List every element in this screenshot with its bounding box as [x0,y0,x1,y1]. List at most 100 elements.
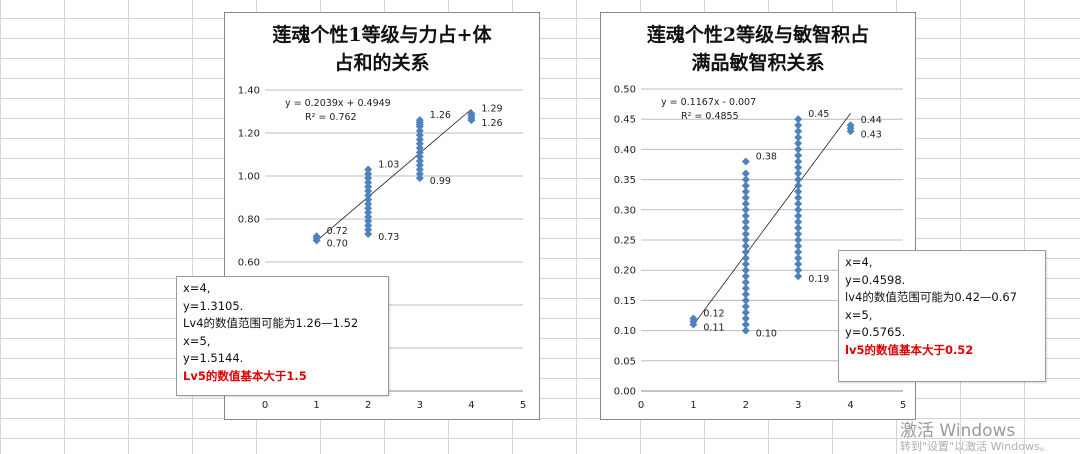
chart-1-data-point [467,109,476,118]
chart-1-data-point [415,174,424,183]
chart-2-data-label: 0.12 [703,309,724,320]
chart-2-data-label: 0.10 [756,329,777,340]
chart-2-data-point [741,314,750,323]
chart-2-plot: 0.00 0.05 0.10 0.15 0.20 0.25 0.30 0.35 0.40 0.45… [614,85,906,412]
chart-2-y-tick-label: 0.35 [614,175,636,186]
chart-1-data-point [364,221,373,230]
chart-1-data-point [364,199,373,208]
chart-1-data-label: 0.72 [327,226,348,237]
chart-2-data-point [741,320,750,329]
chart-2-data-point [794,199,803,208]
chart-1-data-label: 1.26 [481,118,502,129]
chart-2-data-point [741,284,750,293]
chart-1-data-point [415,116,424,125]
chart-2-data-point [741,193,750,202]
chart-2-data-point [741,248,750,257]
annotation-left-line-2: y=1.3105. [183,298,244,313]
chart-1-title-line-2: 占和的关系 [334,52,430,74]
chart-1-trendline-equation: y = 0.2039x + 0.4949 [285,98,391,109]
chart-1-trendline-r2: R² = 0.762 [305,112,357,123]
chart-2-data-point [794,175,803,184]
chart-1-title-line-1: 莲魂个性1等级与力占+体 [272,24,492,46]
chart-1-data-point [415,126,424,135]
chart-2-x-tick-label: 5 [900,400,906,411]
chart-2-y-tick-label: 0.20 [614,266,636,277]
chart-2-data-point [689,314,698,323]
chart-2-y-tick-label: 0.30 [614,205,636,216]
chart-2-title-line-1: 莲魂个性2等级与敏智积占 [646,24,870,46]
chart-2-title: 莲魂个性2等级与敏智积占 满品敏智积关系 [601,21,915,77]
chart-1-y-tick-label: 1.20 [238,129,260,140]
chart-2-data-point [794,151,803,160]
chart-1-data-point [312,232,321,241]
chart-2-data-point [741,157,750,166]
chart-2-data-point [741,326,750,335]
chart-2-data-point [741,296,750,305]
chart-2-x-tick-label: 4 [847,400,853,411]
chart-1-x-tick-label: 0 [262,400,268,411]
chart-1-x-tick-label: 5 [520,400,526,411]
chart-2-title-line-2: 满品敏智积关系 [691,52,825,74]
chart-2-data-point [794,236,803,244]
annotation-right-line-5: y=0.5765. [845,325,906,339]
chart-1-data-point [364,178,373,187]
chart-2-x-tick-label: 0 [638,400,644,411]
chart-1-data-point [364,182,373,191]
chart-2-data-point [741,278,750,287]
chart-2-data-point [741,302,750,311]
chart-1-data-point [364,195,373,204]
chart-2-data-point [741,211,750,220]
chart-2-trendline-r2: R² = 0.4855 [681,111,739,122]
chart-2-data-label: 0.19 [808,274,829,285]
chart-1-y-tick-label: 0.60 [238,258,260,269]
chart-1-data-point [415,169,424,178]
chart-2-data-point [741,242,750,251]
chart-2-y-tick-label: 0.45 [614,115,636,126]
chart-1-data-point [415,131,424,140]
chart-2-data-point [794,217,803,226]
chart-2-data-point [741,254,750,263]
chart-2-data-point [794,133,803,142]
chart-2-data-point [794,169,803,178]
chart-1-data-point [364,230,373,239]
chart-2-data-point [741,229,750,238]
chart-2-data-label: 0.38 [756,151,777,162]
chart-2-data-point [741,223,750,232]
chart-2-y-tick-label: 0.05 [614,356,636,367]
chart-2-x-tick-label: 3 [795,400,801,411]
annotation-box-left[interactable]: x=4, y=1.3105. Lv4的数值范围可能为1.26—1.52 x=5,… [176,276,389,396]
chart-1-x-tick-label: 2 [365,400,371,411]
chart-1-data-point [364,191,373,200]
chart-2-data-label: 0.44 [861,115,882,126]
chart-2-y-tick-label: 0.15 [614,296,636,307]
chart-1-title: 莲魂个性1等级与力占+体 占和的关系 [225,21,539,77]
chart-2-data-point [794,163,803,172]
chart-2-y-tick-label: 0.50 [614,85,636,96]
chart-2-data-point [741,199,750,208]
chart-1-data-point [364,174,373,183]
chart-2-trendline-equation: y = 0.1167x - 0.007 [661,97,756,108]
chart-1-data-label: 0.70 [327,239,348,250]
chart-2-data-point [794,211,803,220]
chart-2-data-point [794,229,803,238]
chart-1-data-point [415,135,424,144]
chart-2-data-point [794,139,803,148]
chart-2-data-point [794,193,803,202]
chart-2-data-point [794,266,803,275]
chart-1-data-point [364,212,373,221]
chart-2-data-point [741,169,750,178]
chart-2-data-point [741,272,750,281]
chart-2-data-point [794,205,803,214]
chart-1-data-point [364,165,373,174]
annotation-left-line-4: x=5, [183,333,211,348]
annotation-right-line-2: y=0.4598. [845,272,906,287]
chart-2-data-point [741,260,750,269]
chart-2-data-point [741,236,750,244]
chart-1-data-point [364,187,373,196]
chart-2-data-point [794,242,803,251]
annotation-left-line-5: y=1.5144. [183,351,244,365]
annotation-box-right[interactable]: x=4, y=0.4598. lv4的数值范围可能为0.42—0.67 x=5,… [838,250,1046,382]
chart-1-y-tick-label: 0.80 [238,215,260,226]
chart-1-y-tick-label: 1.40 [238,86,260,97]
chart-1-data-label: 0.99 [430,176,451,187]
